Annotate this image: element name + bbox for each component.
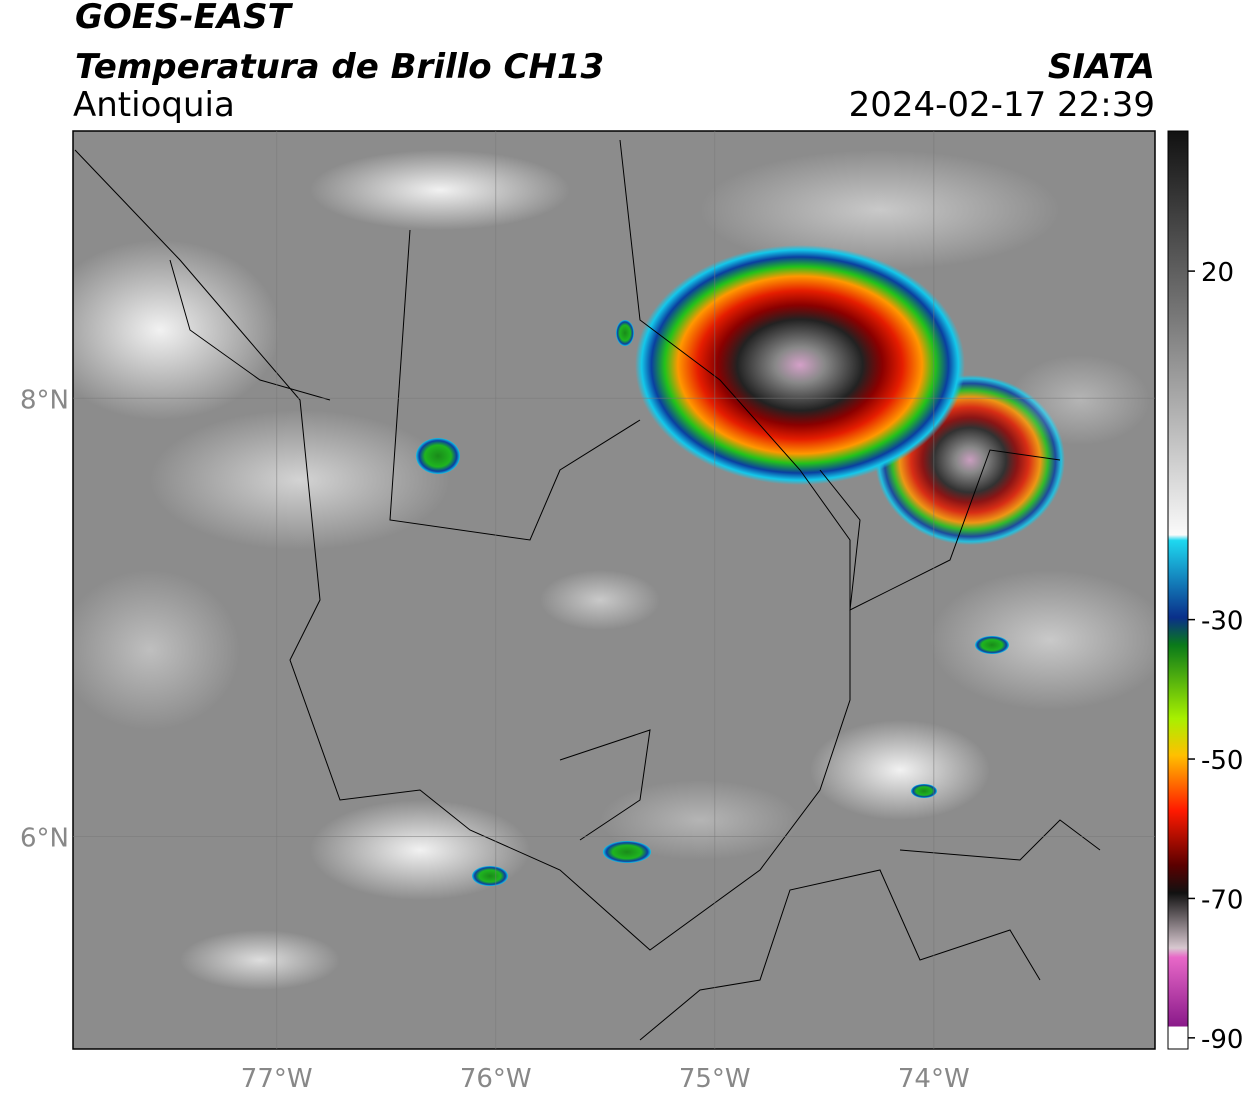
lon-tick-label: 77°W bbox=[241, 1064, 313, 1094]
colorbar-tick-label: -30 bbox=[1201, 607, 1243, 637]
colorbar-tick-label: -50 bbox=[1201, 746, 1243, 776]
colorbar-tick-label: 20 bbox=[1201, 258, 1234, 288]
subtitle: Temperatura de Brillo CH13 bbox=[75, 47, 604, 87]
colorbar-tick-label: -70 bbox=[1201, 885, 1243, 915]
title: GOES-EAST bbox=[75, 0, 294, 37]
satellite-image bbox=[73, 131, 1155, 1049]
lat-tick-label: 8°N bbox=[20, 385, 69, 415]
map-frame bbox=[72, 130, 1156, 1050]
lon-tick-label: 75°W bbox=[679, 1064, 751, 1094]
lon-tick-label: 74°W bbox=[898, 1064, 970, 1094]
lat-tick-label: 6°N bbox=[20, 823, 69, 853]
datetime: 2024-02-17 22:39 bbox=[849, 85, 1155, 125]
colorbar bbox=[1167, 130, 1189, 1050]
region: Antioquia bbox=[73, 85, 235, 125]
colorbar-tick-label: -90 bbox=[1201, 1025, 1243, 1055]
source: SIATA bbox=[1048, 47, 1155, 87]
lon-tick-label: 76°W bbox=[460, 1064, 532, 1094]
